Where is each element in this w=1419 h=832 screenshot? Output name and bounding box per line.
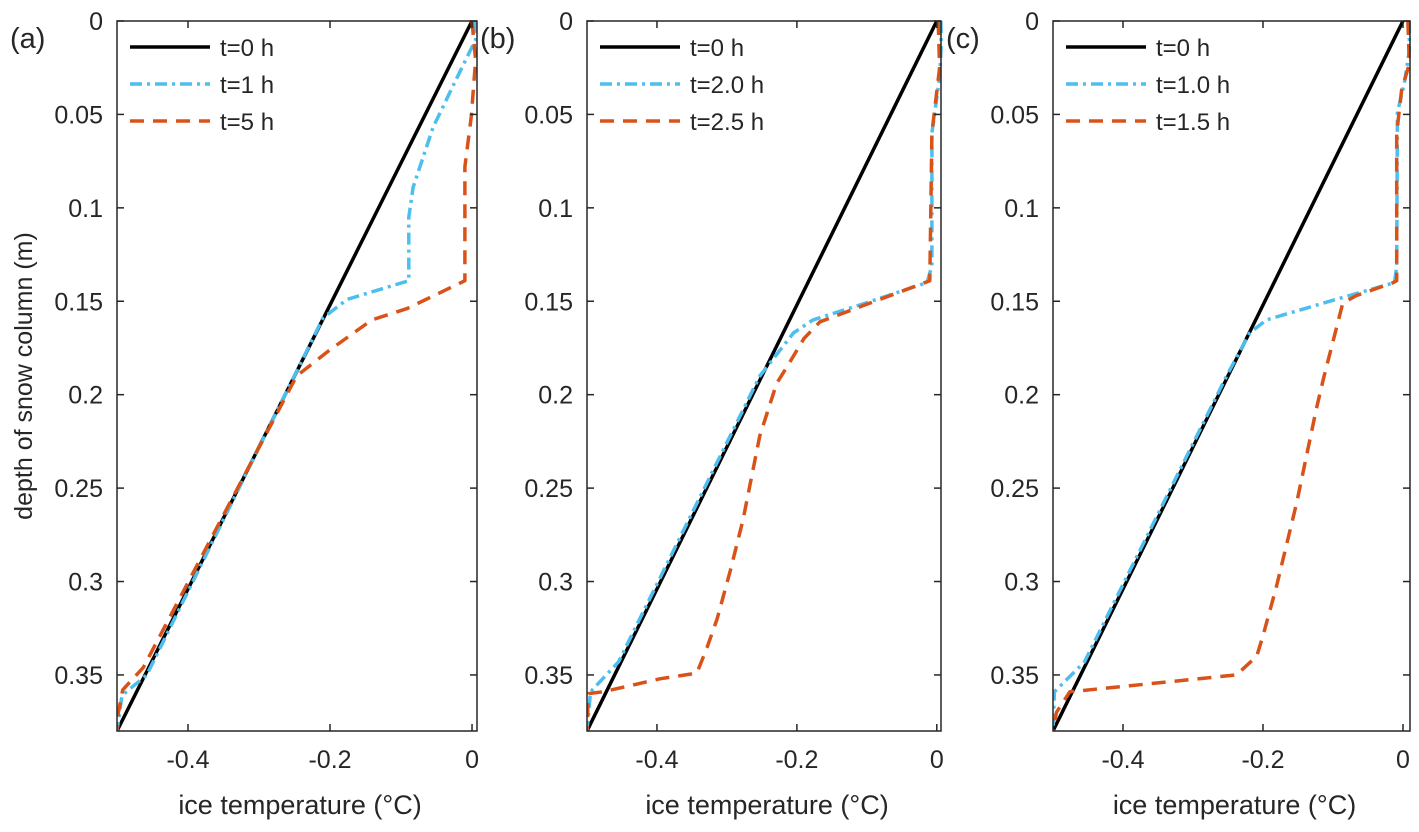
- panel-label: (c): [946, 23, 980, 55]
- series-line-2: [587, 20, 942, 732]
- legend-label-1: t=1 h: [220, 72, 274, 99]
- y-tick-label: 0.25: [54, 475, 103, 503]
- x-tick-label: -0.2: [775, 746, 818, 774]
- panel-label: (a): [10, 23, 45, 55]
- x-axis-label: ice temperature (°C): [645, 790, 888, 820]
- y-tick-label: 0.35: [990, 662, 1039, 690]
- legend-label-1: t=1.0 h: [1156, 72, 1230, 99]
- series-line-2: [117, 20, 478, 731]
- legend: t=0 h t=2.0 h t=2.5 h: [600, 35, 764, 136]
- x-tick-label: -0.2: [1241, 746, 1284, 774]
- x-tick-label: -0.4: [635, 746, 678, 774]
- y-tick-label: 0.05: [990, 101, 1039, 129]
- x-axis-label: ice temperature (°C): [1113, 790, 1356, 820]
- y-tick-label: 0.05: [524, 101, 573, 129]
- y-tick-label: 0.35: [524, 662, 573, 690]
- x-tick-label: -0.4: [1101, 746, 1144, 774]
- legend-label-0: t=0 h: [690, 35, 744, 62]
- legend-label-0: t=0 h: [220, 35, 274, 62]
- panel-b: -0.4 -0.2 0 0 0.05 0.1 0.15 0.2 0.25 0.3 0.35 ice t…: [480, 8, 944, 820]
- y-tick-label: 0.2: [68, 382, 103, 410]
- series-line-2: [1053, 20, 1412, 732]
- axes-box: [116, 20, 478, 732]
- y-tick-label: 0.15: [524, 288, 573, 316]
- legend-label-2: t=1.5 h: [1156, 109, 1230, 136]
- y-tick-label: 0.1: [1004, 195, 1039, 223]
- y-tick-label: 0.1: [68, 195, 103, 223]
- y-tick-label: 0.05: [54, 101, 103, 129]
- y-tick-label: 0: [559, 8, 573, 36]
- x-tick-label: -0.4: [166, 746, 209, 774]
- axes-box: [586, 20, 942, 732]
- y-tick-label: 0.3: [68, 569, 103, 597]
- y-tick-label: 0.25: [524, 475, 573, 503]
- y-tick-label: 0.25: [990, 475, 1039, 503]
- y-axis-label: depth of snow column (m): [10, 232, 38, 520]
- axes-box: [1052, 20, 1411, 732]
- legend: t=0 h t=1 h t=5 h: [130, 35, 274, 136]
- x-axis-label: ice temperature (°C): [178, 790, 421, 820]
- x-tick-label: 0: [930, 746, 944, 774]
- y-tick-label: 0: [89, 8, 103, 36]
- panel-c: -0.4 -0.2 0 0 0.05 0.1 0.15 0.2 0.25 0.3 0.35 ice t…: [946, 8, 1412, 820]
- y-tick-label: 0.15: [990, 288, 1039, 316]
- legend-label-1: t=2.0 h: [690, 72, 764, 99]
- legend-label-2: t=2.5 h: [690, 109, 764, 136]
- series-line-1: [117, 21, 478, 732]
- y-tick-label: 0.15: [54, 288, 103, 316]
- y-tick-label: 0.2: [1004, 382, 1039, 410]
- x-tick-label: 0: [465, 746, 479, 774]
- y-tick-label: 0.3: [1004, 569, 1039, 597]
- panel-label: (b): [480, 23, 515, 55]
- y-tick-label: 0.3: [538, 569, 573, 597]
- legend-label-0: t=0 h: [1156, 35, 1210, 62]
- series-line-1: [1053, 21, 1412, 732]
- y-tick-label: 0: [1025, 8, 1039, 36]
- y-tick-label: 0.1: [538, 195, 573, 223]
- y-tick-label: 0.2: [538, 382, 573, 410]
- legend: t=0 h t=1.0 h t=1.5 h: [1066, 35, 1230, 136]
- x-tick-label: -0.2: [308, 746, 351, 774]
- x-tick-label: 0: [1396, 746, 1410, 774]
- series-line-0: [1053, 20, 1405, 732]
- y-tick-label: 0.35: [54, 662, 103, 690]
- panel-a: -0.4 -0.2 0 0 0.05 0.1 0.15 0.2 0.25 0.3 0.35 ice t…: [10, 8, 479, 820]
- legend-label-2: t=5 h: [220, 109, 274, 136]
